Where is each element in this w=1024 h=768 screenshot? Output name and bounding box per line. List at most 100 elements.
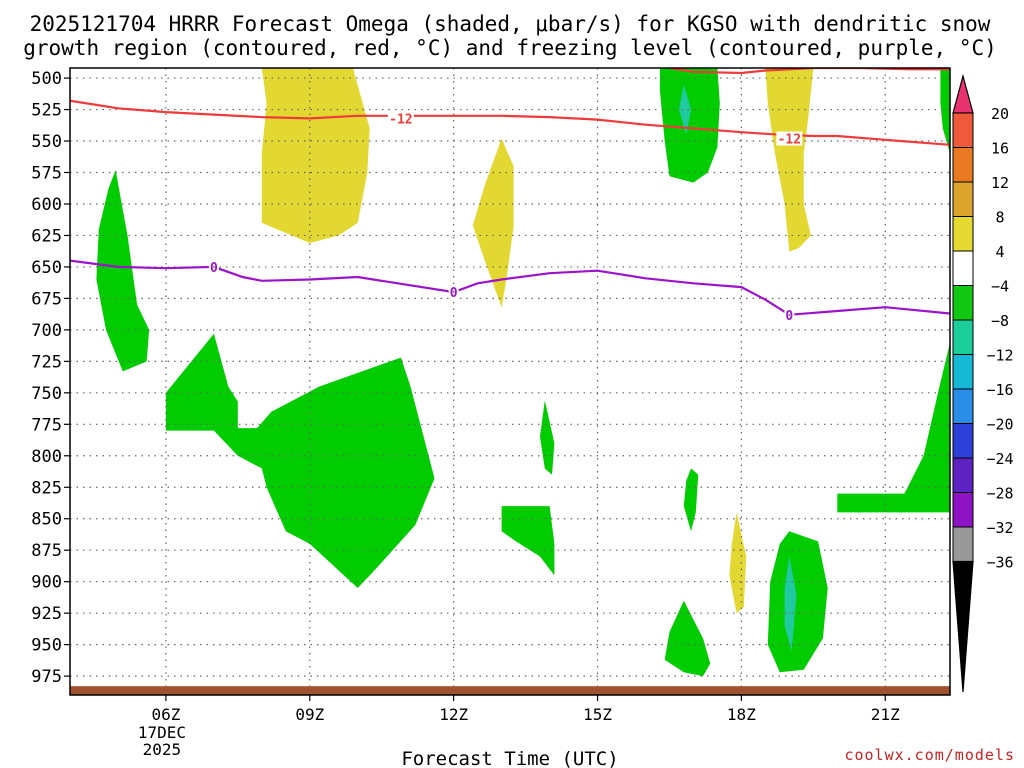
colorbar-label: 12: [991, 174, 1009, 192]
colorbar-swatch: [952, 250, 974, 286]
omega-green-07z: [165, 333, 435, 588]
colorbar-label: −12: [986, 347, 1013, 365]
dgz-contour-label: -12: [778, 133, 801, 148]
colorbar-swatch: [952, 112, 974, 148]
colorbar-swatch: [952, 319, 974, 355]
colorbar-swatch: [952, 526, 974, 562]
x-axis-label: Forecast Time (UTC): [401, 748, 618, 768]
y-tick-label: 600: [31, 195, 62, 215]
colorbar-label: −8: [991, 312, 1009, 330]
credit-text: coolwx.com/models: [844, 746, 1015, 764]
colorbar-label: −36: [986, 554, 1013, 572]
omega-green-05z: [96, 170, 150, 372]
colorbar-label: 20: [991, 105, 1009, 123]
colorbar-swatch: [952, 147, 974, 183]
y-tick-label: 725: [31, 352, 62, 372]
colorbar-arrow-top: [952, 73, 974, 114]
omega-yellow-09z: [261, 68, 370, 243]
y-tick-label: 875: [31, 541, 62, 561]
chart-title-line1: 2025121704 HRRR Forecast Omega (shaded, …: [30, 12, 991, 36]
x-tick-label: 09Z: [295, 705, 324, 724]
colorbar-arrow-bottom: [952, 560, 974, 693]
grid-lines: [70, 68, 950, 695]
omega-green-13z-lower: [501, 506, 555, 576]
x-tick-label: 15Z: [583, 705, 612, 724]
x-tick-sublabel: 2025: [143, 740, 182, 759]
colorbar: 20 16 12 8 4 −4 −8 −12 −16 −20 −24 −28 −32 −36: [952, 73, 1014, 693]
y-tick-label: 825: [31, 478, 62, 498]
x-tick-label: 21Z: [871, 705, 900, 724]
x-tick-sublabel: 17DEC: [138, 723, 186, 742]
y-tick-label: 700: [31, 321, 62, 341]
y-tick-label: 975: [31, 667, 62, 687]
omega-teal-19z: [784, 556, 797, 651]
colorbar-swatch: [952, 423, 974, 459]
x-tick-label: 18Z: [727, 705, 756, 724]
y-tick-label: 525: [31, 101, 62, 121]
omega-teal-16z: [679, 84, 691, 135]
y-tick-label: 750: [31, 384, 62, 404]
freezing-level-label: 0: [210, 261, 218, 276]
colorbar-swatch: [952, 181, 974, 217]
omega-shading: [96, 68, 950, 677]
dgz-contour-label-bg: [776, 131, 803, 146]
colorbar-swatch: [952, 354, 974, 390]
colorbar-swatch: [952, 216, 974, 252]
omega-green-17z-lower: [664, 600, 711, 677]
dgz-contour-line: [669, 68, 950, 75]
y-tick-label: 550: [31, 132, 62, 152]
omega-green-14z-upper: [540, 400, 555, 475]
y-tick-label: 675: [31, 289, 62, 309]
colorbar-label: 4: [995, 243, 1004, 261]
y-tick-label: 650: [31, 258, 62, 278]
freezing-level-label-bg: [784, 307, 795, 322]
y-tick-label: 900: [31, 573, 62, 593]
omega-green-21z: [837, 342, 950, 513]
colorbar-label: 8: [995, 209, 1004, 227]
colorbar-label: −20: [986, 416, 1013, 434]
colorbar-swatch: [952, 388, 974, 424]
omega-yellow-18z: [729, 512, 747, 614]
contour-labels: -12 -12 0 0 0: [208, 111, 803, 324]
omega-green-16z: [659, 68, 720, 183]
omega-yellow-19z: [765, 68, 814, 252]
colorbar-swatch: [952, 492, 974, 528]
freezing-level-label: 0: [785, 309, 793, 324]
y-tick-label: 925: [31, 604, 62, 624]
freezing-level-label: 0: [450, 286, 458, 301]
y-tick-label: 575: [31, 164, 62, 184]
terrain-ground: [70, 686, 950, 695]
y-axis: 500 525 550 575 600 625 650 675 700 725 750 775 800 8…: [31, 69, 70, 687]
freezing-level-label-bg: [448, 285, 459, 300]
colorbar-label: −16: [986, 381, 1013, 399]
y-tick-label: 500: [31, 69, 62, 89]
plot-area: [70, 68, 950, 695]
dgz-contour-label-bg: [387, 111, 414, 126]
chart-title-line2: growth region (contoured, red, °C) and f…: [23, 36, 997, 60]
y-tick-label: 850: [31, 510, 62, 530]
dgz-contour-label: -12: [389, 112, 412, 127]
omega-green-19z: [767, 531, 828, 673]
colorbar-label: −32: [986, 519, 1013, 537]
y-tick-label: 800: [31, 447, 62, 467]
y-tick-label: 950: [31, 636, 62, 656]
x-tick-label: 12Z: [439, 705, 468, 724]
colorbar-swatch: [952, 457, 974, 493]
dgz-contour-line: [70, 99, 950, 146]
omega-green-right-top: [940, 68, 950, 154]
colorbar-label: −24: [986, 450, 1013, 468]
freezing-level-contour-line: [70, 259, 950, 316]
omega-green-17z-mid: [683, 468, 699, 532]
colorbar-label: −4: [991, 278, 1009, 296]
y-tick-label: 625: [31, 226, 62, 246]
omega-yellow-13z: [472, 138, 514, 308]
y-tick-label: 775: [31, 415, 62, 435]
freezing-level-label-bg: [208, 259, 219, 274]
colorbar-label: −28: [986, 485, 1013, 503]
terrain-fill: [70, 686, 950, 695]
plot-frame: [69, 67, 951, 696]
x-tick-label: 06Z: [151, 705, 180, 724]
colorbar-label: 16: [991, 140, 1009, 158]
